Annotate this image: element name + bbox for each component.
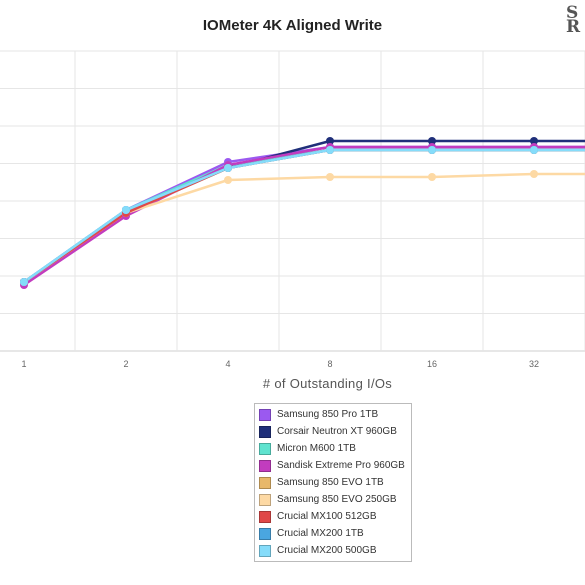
legend-swatch <box>259 476 271 489</box>
legend-label: Corsair Neutron XT 960GB <box>277 426 397 437</box>
legend-label: Samsung 850 EVO 250GB <box>277 494 397 505</box>
legend-swatch <box>259 408 271 421</box>
series-line <box>22 145 585 284</box>
data-point <box>428 137 436 145</box>
legend-item: Corsair Neutron XT 960GB <box>255 423 411 440</box>
data-point <box>20 278 28 286</box>
series-lines <box>22 139 585 287</box>
data-point <box>122 206 130 214</box>
legend-label: Crucial MX200 500GB <box>277 545 377 556</box>
legend-label: Samsung 850 EVO 1TB <box>277 477 384 488</box>
data-point <box>224 176 232 184</box>
legend: Samsung 850 Pro 1TB Corsair Neutron XT 96… <box>254 403 412 562</box>
legend-item: Samsung 850 EVO 250GB <box>255 491 411 508</box>
series-points <box>20 137 538 289</box>
legend-swatch <box>259 459 271 472</box>
legend-item: Crucial MX100 512GB <box>255 508 411 525</box>
legend-swatch <box>259 510 271 523</box>
series-line <box>22 139 585 284</box>
legend-label: Crucial MX200 1TB <box>277 528 364 539</box>
legend-item: Sandisk Extreme Pro 960GB <box>255 457 411 474</box>
legend-swatch <box>259 425 271 438</box>
legend-swatch <box>259 442 271 455</box>
x-tick-label: 4 <box>225 359 230 369</box>
legend-item: Crucial MX200 500GB <box>255 542 411 559</box>
chart-title: IOMeter 4K Aligned Write <box>202 17 383 34</box>
series-line <box>22 148 585 284</box>
grid-lines <box>0 50 585 352</box>
data-point <box>326 173 334 181</box>
legend-item: Micron M600 1TB <box>255 440 411 457</box>
legend-label: Crucial MX100 512GB <box>277 511 377 522</box>
series-line <box>22 148 585 284</box>
legend-label: Samsung 850 Pro 1TB <box>277 409 379 420</box>
series-line <box>22 148 585 284</box>
data-point <box>530 170 538 178</box>
x-tick-labels: 1248163264 <box>21 359 539 369</box>
series-line <box>22 148 585 284</box>
line-chart: 1248163264 <box>0 50 585 369</box>
data-point <box>326 146 334 154</box>
series-line <box>22 145 585 287</box>
data-point <box>224 164 232 172</box>
x-axis-label: # of Outstanding I/Os <box>262 376 393 391</box>
data-point <box>428 173 436 181</box>
legend-swatch <box>259 544 271 557</box>
x-tick-label: 16 <box>427 359 437 369</box>
data-point <box>428 146 436 154</box>
data-point <box>326 137 334 145</box>
data-point <box>530 146 538 154</box>
legend-swatch <box>259 527 271 540</box>
legend-swatch <box>259 493 271 506</box>
legend-item: Samsung 850 Pro 1TB <box>255 406 411 423</box>
legend-item: Crucial MX200 1TB <box>255 525 411 542</box>
x-tick-label: 32 <box>529 359 539 369</box>
series-line <box>22 148 585 284</box>
legend-label: Micron M600 1TB <box>277 443 356 454</box>
legend-item: Samsung 850 EVO 1TB <box>255 474 411 491</box>
data-point <box>530 137 538 145</box>
legend-label: Sandisk Extreme Pro 960GB <box>277 460 405 471</box>
x-tick-label: 1 <box>21 359 26 369</box>
x-tick-label: 2 <box>123 359 128 369</box>
x-tick-label: 8 <box>327 359 332 369</box>
